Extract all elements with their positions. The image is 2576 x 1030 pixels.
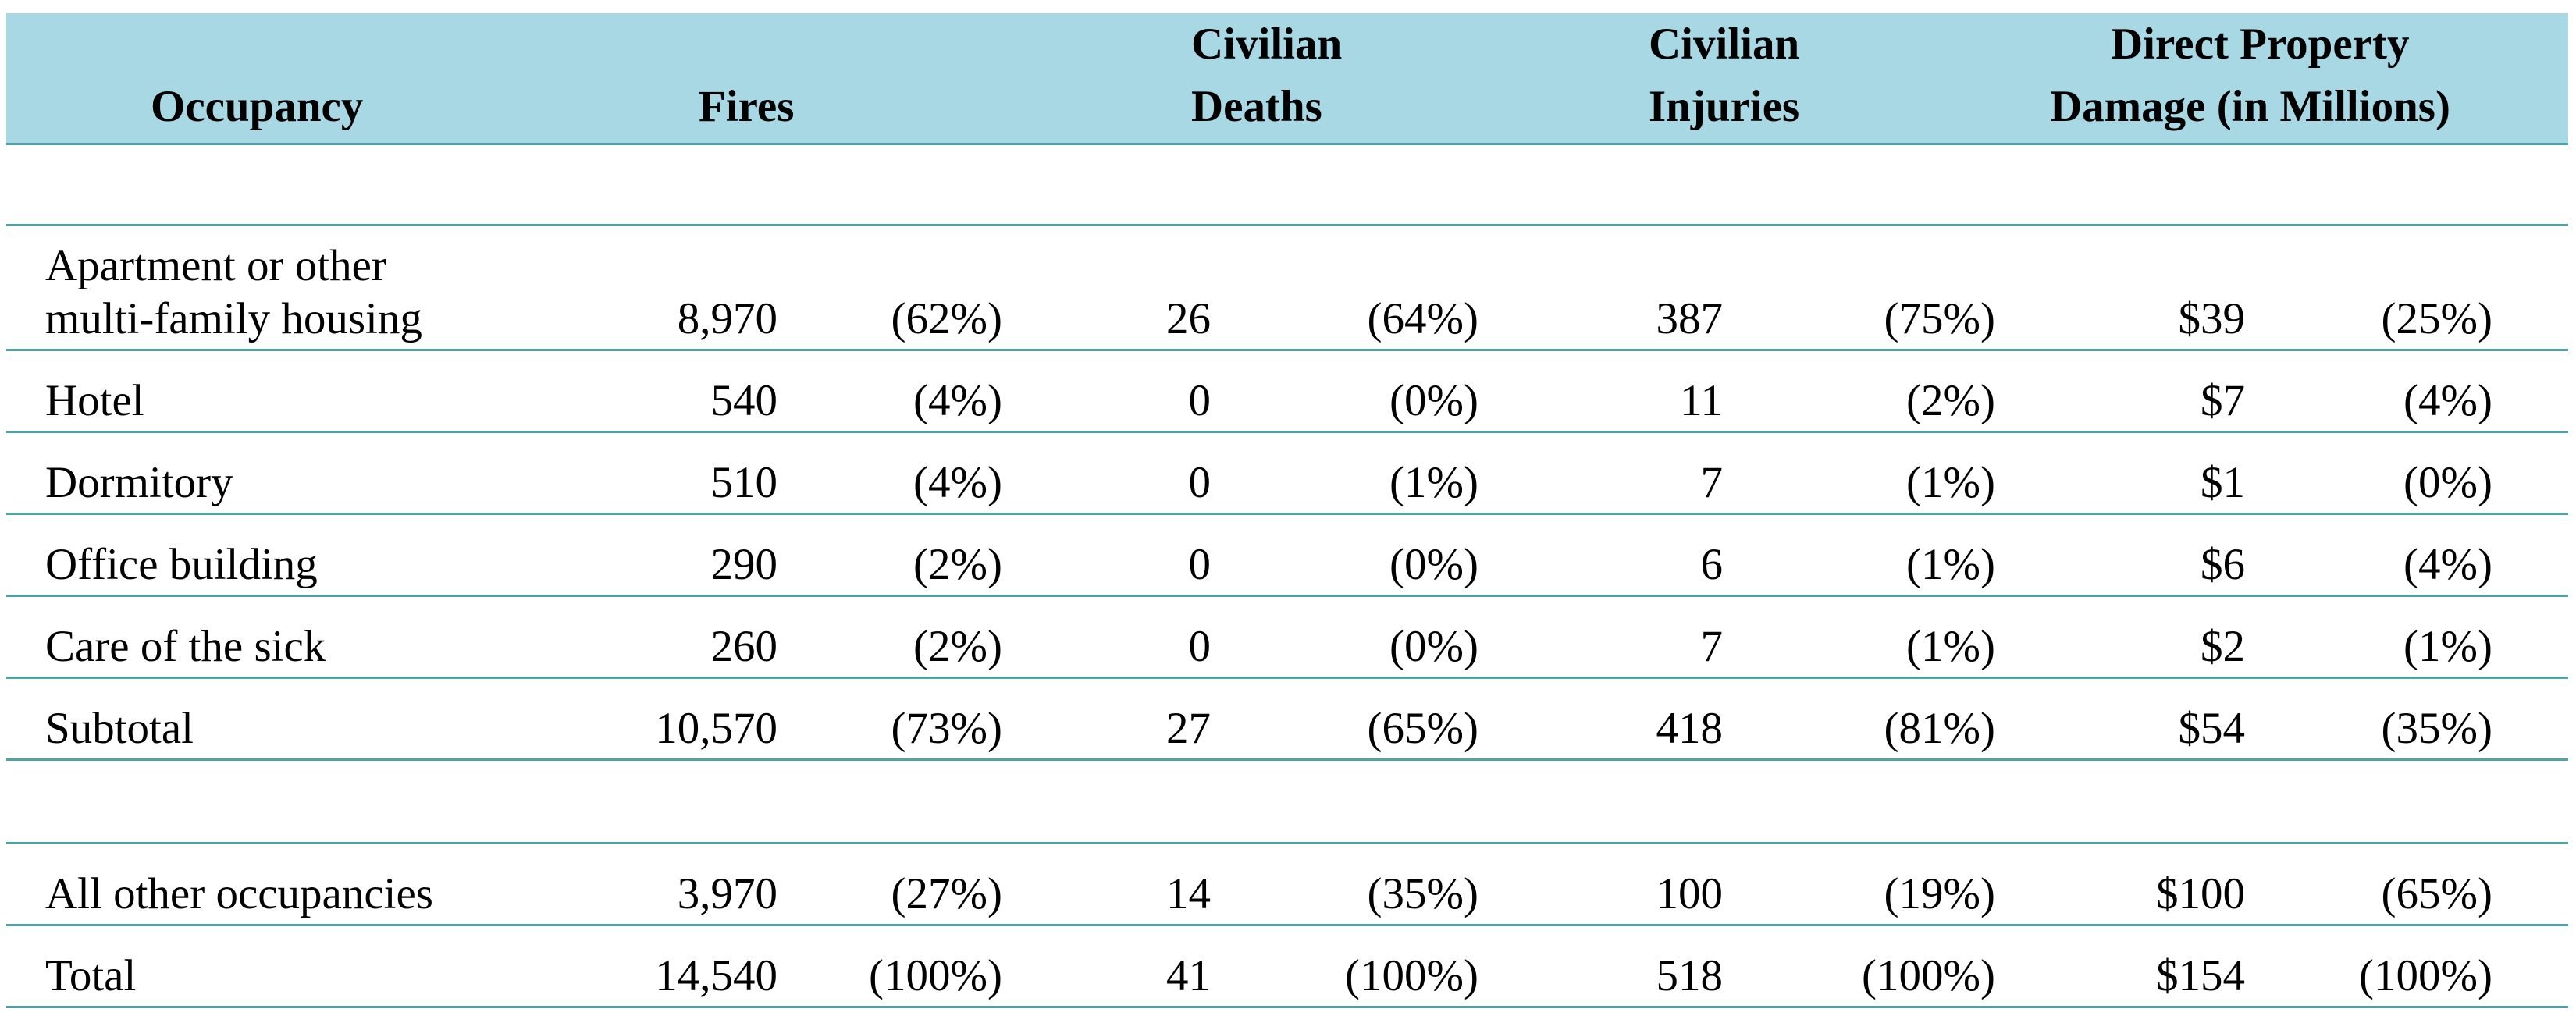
table-row: All other occupancies 3,970 (27%) 14 (35… <box>6 843 2568 926</box>
table-row: Dormitory 510 (4%) 0 (1%) 7 (1%) $1 (0%) <box>6 432 2568 515</box>
injuries-value: 418 <box>1478 677 1723 761</box>
deaths-percent: (0%) <box>1211 350 1478 433</box>
fires-value: 14,540 <box>576 925 777 1008</box>
damage-percent: (4%) <box>2245 513 2492 597</box>
table-row: Office building 290 (2%) 0 (0%) 6 (1%) $… <box>6 513 2568 597</box>
injuries-value: 6 <box>1478 513 1723 597</box>
fires-percent: (4%) <box>777 350 1002 433</box>
deaths-value: 0 <box>1002 432 1211 515</box>
injuries-percent: (19%) <box>1723 843 1995 926</box>
damage-value: $54 <box>1995 677 2245 761</box>
row-label-line1: Apartment or other <box>45 241 386 290</box>
damage-percent: (65%) <box>2245 843 2492 926</box>
header-injuries-line1: Civilian <box>1649 20 1800 69</box>
header-fires: Fires <box>576 13 1002 145</box>
fires-percent: (62%) <box>777 225 1002 351</box>
row-label: Subtotal <box>6 677 576 761</box>
damage-value: $100 <box>1995 843 2245 926</box>
table-row: Care of the sick 260 (2%) 0 (0%) 7 (1%) … <box>6 595 2568 679</box>
header-occupancy: Occupancy <box>6 13 576 145</box>
deaths-value: 26 <box>1002 225 1211 351</box>
injuries-percent: (1%) <box>1723 432 1995 515</box>
deaths-percent: (100%) <box>1211 925 1478 1008</box>
row-label: Care of the sick <box>6 595 576 679</box>
damage-percent: (1%) <box>2245 595 2492 679</box>
deaths-percent: (1%) <box>1211 432 1478 515</box>
row-label: Hotel <box>6 350 576 433</box>
damage-percent: (35%) <box>2245 677 2492 761</box>
damage-value: $39 <box>1995 225 2245 351</box>
row-label: Office building <box>6 513 576 597</box>
fire-statistics-table: Occupancy Fires Civilian Deaths Civilian… <box>6 13 2568 1008</box>
header-civilian-deaths: Civilian Deaths <box>1002 13 1478 145</box>
table-row: Hotel 540 (4%) 0 (0%) 11 (2%) $7 (4%) <box>6 350 2568 433</box>
damage-percent: (4%) <box>2245 350 2492 433</box>
header-deaths-line2: Deaths <box>1191 82 1322 131</box>
header-direct-property-damage: Direct Property Damage (in Millions) <box>1995 13 2568 145</box>
row-label: Total <box>6 925 576 1008</box>
deaths-value: 0 <box>1002 350 1211 433</box>
injuries-percent: (2%) <box>1723 350 1995 433</box>
fires-percent: (4%) <box>777 432 1002 515</box>
deaths-percent: (0%) <box>1211 513 1478 597</box>
injuries-value: 7 <box>1478 595 1723 679</box>
row-label: Apartment or other multi-family housing <box>6 225 576 351</box>
fires-value: 3,970 <box>576 843 777 926</box>
damage-percent: (100%) <box>2245 925 2492 1008</box>
header-deaths-line1: Civilian <box>1191 20 1343 69</box>
damage-value: $1 <box>1995 432 2245 515</box>
injuries-value: 100 <box>1478 843 1723 926</box>
deaths-value: 0 <box>1002 513 1211 597</box>
fires-percent: (27%) <box>777 843 1002 926</box>
fires-value: 10,570 <box>576 677 777 761</box>
fires-value: 540 <box>576 350 777 433</box>
header-damage-line1: Direct Property <box>2111 20 2410 69</box>
fires-value: 260 <box>576 595 777 679</box>
total-row: Total 14,540 (100%) 41 (100%) 518 (100%)… <box>6 925 2568 1008</box>
injuries-value: 11 <box>1478 350 1723 433</box>
deaths-value: 14 <box>1002 843 1211 926</box>
fires-value: 510 <box>576 432 777 515</box>
injuries-value: 7 <box>1478 432 1723 515</box>
fires-percent: (2%) <box>777 513 1002 597</box>
damage-value: $2 <box>1995 595 2245 679</box>
damage-value: $7 <box>1995 350 2245 433</box>
header-row: Occupancy Fires Civilian Deaths Civilian… <box>6 13 2568 145</box>
row-label: Dormitory <box>6 432 576 515</box>
injuries-percent: (1%) <box>1723 595 1995 679</box>
header-damage-line2: Damage (in Millions) <box>2050 82 2450 131</box>
injuries-percent: (81%) <box>1723 677 1995 761</box>
spacer-row <box>6 144 2568 226</box>
spacer-row <box>6 759 2568 844</box>
fires-value: 290 <box>576 513 777 597</box>
row-label-line2: multi-family housing <box>45 294 422 343</box>
deaths-percent: (0%) <box>1211 595 1478 679</box>
deaths-value: 41 <box>1002 925 1211 1008</box>
deaths-value: 27 <box>1002 677 1211 761</box>
table-row: Apartment or other multi-family housing … <box>6 225 2568 351</box>
damage-value: $154 <box>1995 925 2245 1008</box>
header-injuries-line2: Injuries <box>1649 82 1800 131</box>
subtotal-row: Subtotal 10,570 (73%) 27 (65%) 418 (81%)… <box>6 677 2568 761</box>
header-civilian-injuries: Civilian Injuries <box>1478 13 1995 145</box>
damage-percent: (0%) <box>2245 432 2492 515</box>
row-label: All other occupancies <box>6 843 576 926</box>
injuries-percent: (1%) <box>1723 513 1995 597</box>
deaths-percent: (65%) <box>1211 677 1478 761</box>
injuries-percent: (100%) <box>1723 925 1995 1008</box>
fires-percent: (73%) <box>777 677 1002 761</box>
damage-percent: (25%) <box>2245 225 2492 351</box>
injuries-percent: (75%) <box>1723 225 1995 351</box>
fires-percent: (2%) <box>777 595 1002 679</box>
deaths-percent: (35%) <box>1211 843 1478 926</box>
damage-value: $6 <box>1995 513 2245 597</box>
deaths-value: 0 <box>1002 595 1211 679</box>
injuries-value: 518 <box>1478 925 1723 1008</box>
fires-value: 8,970 <box>576 225 777 351</box>
injuries-value: 387 <box>1478 225 1723 351</box>
deaths-percent: (64%) <box>1211 225 1478 351</box>
fires-percent: (100%) <box>777 925 1002 1008</box>
